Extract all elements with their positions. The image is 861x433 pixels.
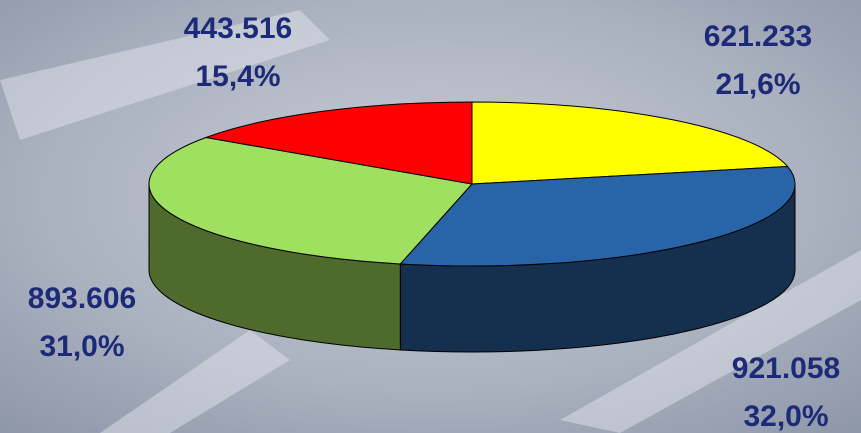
value-label: 921.058 [732, 352, 840, 385]
value-label: 621.233 [704, 20, 812, 53]
slice [148, 136, 473, 265]
slice [399, 165, 796, 267]
value-label: 893.606 [28, 282, 136, 315]
share-label: 31,0% [39, 330, 124, 363]
share-label: 21,6% [715, 68, 800, 101]
slice [471, 101, 789, 185]
value-label: 443.516 [184, 12, 292, 45]
slice [204, 101, 473, 185]
share-label: 32,0% [743, 400, 828, 433]
pie [148, 101, 796, 353]
share-label: 15,4% [195, 60, 280, 93]
